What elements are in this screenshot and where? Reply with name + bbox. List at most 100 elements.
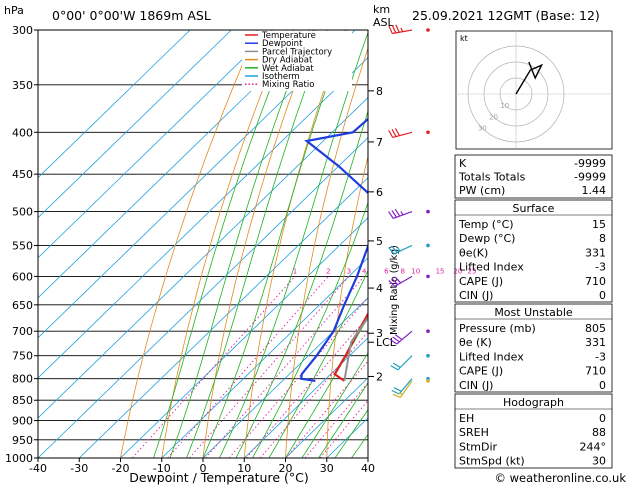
height-tick-label: 6	[376, 186, 383, 199]
isotherm	[285, 377, 368, 458]
height-tick-label: 2	[376, 370, 383, 383]
pressure-tick-label: 700	[12, 325, 33, 338]
wet-adiabat	[318, 382, 368, 458]
mixing-ratio-label: 8	[400, 267, 404, 275]
wind-barb-flag	[388, 25, 393, 34]
wet-adiabat	[285, 316, 368, 458]
x-axis-title: Dewpoint / Temperature (°C)	[129, 470, 308, 485]
height-tick-label: 4	[376, 282, 383, 295]
wind-barb-flag	[392, 336, 400, 343]
indices-table: K -9999 Totals Totals -9999 PW (cm) 1.44 Surfa…	[454, 154, 613, 469]
mixing-ratio-label: 25	[468, 267, 477, 275]
legend-label: Parcel Trajectory	[262, 47, 332, 57]
wind-barb-flag	[391, 245, 398, 253]
wind-barb-flag	[391, 389, 400, 395]
mixing-ratio-label: 6	[384, 267, 389, 275]
wind-barb-flag	[394, 208, 401, 217]
index-label: Temp (°C)	[458, 218, 514, 231]
isotherm	[243, 337, 368, 458]
index-value: 805	[585, 322, 606, 335]
mixing-ratio-line	[205, 276, 365, 458]
wind-barb-flag	[392, 393, 401, 398]
isotherm	[161, 257, 368, 458]
pressure-tick-label: 350	[12, 79, 33, 92]
dry-adiabat	[408, 30, 462, 458]
index-label: CIN (J)	[459, 379, 493, 392]
temperature-tick-label: -30	[70, 462, 88, 475]
wind-barb-flag	[388, 129, 394, 138]
wind-barb-flag	[400, 27, 404, 32]
wet-adiabat	[219, 31, 368, 458]
asl-unit-label: ASL	[373, 16, 395, 29]
mixing-ratio-label: 20	[453, 267, 462, 275]
pressure-tick-label: 900	[12, 415, 33, 428]
wind-barb-flag	[391, 278, 399, 286]
temperature-tick-label: -10	[153, 462, 171, 475]
pressure-tick-label: 400	[12, 126, 33, 139]
wind-barb-dot	[426, 274, 430, 279]
pressure-axis: 300 350 400 450 500 550 600 650 700 750 800 850 900 9…	[5, 24, 38, 465]
wind-barb-dot	[426, 243, 430, 248]
wind-barb-flag	[394, 276, 402, 284]
wind-barb-flag	[393, 387, 402, 392]
wind-barb-flag	[392, 362, 401, 368]
wind-barb	[392, 379, 430, 398]
mixing-ratio-line	[246, 315, 368, 458]
wet-adiabat	[202, 30, 348, 458]
indices-section-title: Surface	[513, 202, 555, 215]
wet-adiabat	[153, 30, 294, 458]
profile-dewpoint	[299, 117, 368, 382]
wind-barb	[388, 243, 430, 255]
pressure-tick-label: 450	[12, 168, 33, 181]
legend-label: Mixing Ratio	[262, 80, 314, 90]
legend-label: Dewpoint	[262, 39, 303, 49]
pressure-tick-label: 950	[12, 434, 33, 447]
pressure-tick-label: 800	[12, 373, 33, 386]
wind-barb	[388, 208, 430, 219]
wind-barb	[391, 376, 430, 395]
pressure-tick-label: 550	[12, 239, 33, 252]
index-value: 244°	[580, 440, 607, 453]
indices-top-box	[454, 154, 613, 199]
pressure-unit-label: hPa	[4, 4, 24, 17]
index-value: 0	[599, 379, 606, 392]
dry-adiabat	[161, 30, 287, 458]
isotherm	[78, 177, 368, 458]
dry-adiabat	[120, 30, 258, 458]
wind-barb-dot	[426, 329, 430, 334]
isotherm	[38, 30, 232, 219]
dry-adiabat	[202, 30, 316, 458]
profile-parcel-trajectory	[343, 315, 368, 382]
index-value: 710	[585, 275, 606, 288]
mixing-ratio-line	[189, 276, 350, 458]
indices-section-title: Most Unstable	[494, 306, 573, 319]
isotherm	[202, 297, 368, 458]
mixing-ratio-label: 4	[362, 267, 367, 275]
plot-lines	[38, 30, 462, 458]
pressure-tick-label: 1000	[5, 452, 33, 465]
pressure-tick-label: 300	[12, 24, 33, 37]
index-value: -3	[595, 350, 606, 363]
wind-barb-flag	[397, 247, 401, 252]
wet-adiabat	[252, 201, 368, 458]
mixing-ratio-label: 10	[411, 267, 420, 275]
hodograph-ring-label: 20	[489, 113, 498, 121]
index-label: Dewp (°C)	[459, 232, 515, 245]
index-label: Lifted Index	[459, 261, 524, 274]
mixing-ratio-line	[259, 331, 368, 458]
index-value: 88	[592, 426, 606, 439]
isotherm	[38, 30, 356, 339]
temperature-tick-label: 20	[279, 462, 293, 475]
wind-barb-flag	[391, 25, 397, 34]
wind-barb-dot	[426, 209, 430, 214]
legend-box	[242, 31, 352, 91]
mixing-ratio-labels: 1 2 3 4 6 8 10 15 20 25	[293, 267, 477, 275]
wind-barb-dot	[426, 130, 430, 135]
temperature-tick-label: 40	[361, 462, 375, 475]
pressure-tick-label: 750	[12, 350, 33, 363]
wind-barb-flag	[391, 129, 397, 137]
wind-barb	[388, 274, 430, 287]
indices-section-title: Hodograph	[503, 396, 564, 409]
pressure-tick-label: 500	[12, 206, 33, 219]
wet-adiabat	[186, 30, 328, 458]
